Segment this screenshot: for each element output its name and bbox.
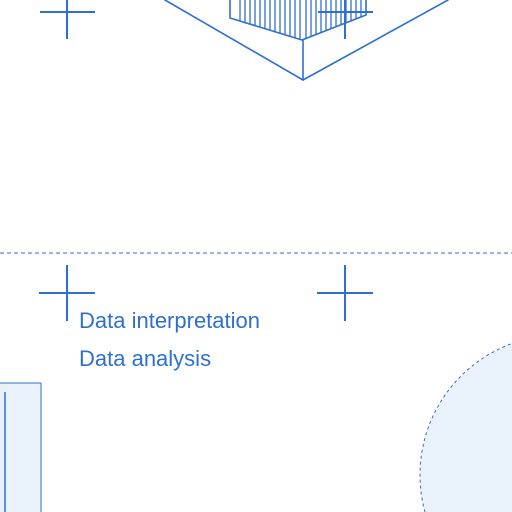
panel-shape [0,382,42,512]
circle-shape [419,342,512,512]
label-data-interpretation: Data interpretation [79,308,260,333]
crosshair-plus-icon [318,0,373,39]
crosshair-plus-icon [317,265,373,321]
crosshair-plus-icon [40,0,95,39]
crosshair-plus-icon [39,265,95,321]
label-data-analysis: Data analysis [79,346,212,371]
isometric-box-illustration [164,0,449,81]
